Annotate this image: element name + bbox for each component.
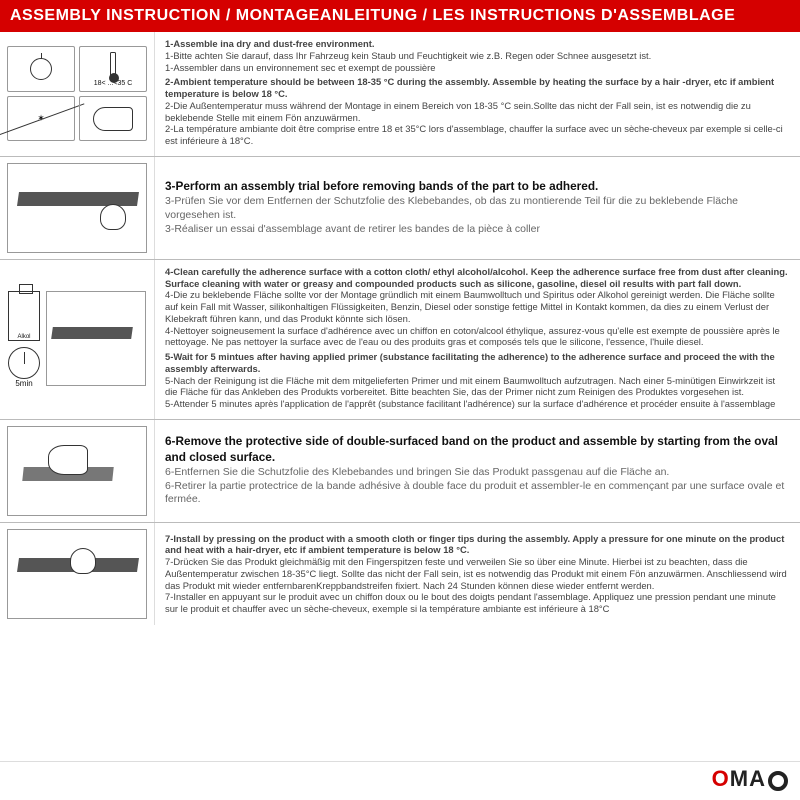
row-step-4-5: Alkol 5min 4-Clean carefully the adheren… — [0, 260, 800, 420]
step4-de: 4-Die zu beklebende Fläche sollte vor de… — [165, 289, 790, 324]
row-step-1-2: 18< ...<35 C ✶ 1-Assemble ina dry and du… — [0, 32, 800, 157]
step3-en: 3-Perform an assembly trial before remov… — [165, 179, 790, 195]
step6-fr: 6-Retirer la partie protectrice de la ba… — [165, 480, 790, 507]
step4-en: 4-Clean carefully the adherence surface … — [165, 266, 790, 290]
row-step-7: 7-Install by pressing on the product wit… — [0, 523, 800, 625]
step5-fr: 5-Attender 5 minutes après l'application… — [165, 398, 790, 410]
icon-remove-film — [0, 420, 155, 522]
step3-fr: 3-Réaliser un essai d'assemblage avant d… — [165, 223, 790, 237]
row-step-6: 6-Remove the protective side of double-s… — [0, 420, 800, 523]
no-dust-icon: ✶ — [7, 96, 75, 142]
step7-de: 7-Drücken Sie das Produkt gleichmäßig mi… — [165, 556, 790, 591]
alcohol-label: Alkol — [17, 334, 30, 340]
row-step-3: 3-Perform an assembly trial before remov… — [0, 157, 800, 260]
step1-fr: 1-Assembler dans un environnement sec et… — [165, 62, 790, 74]
thermometer-icon: 18< ...<35 C — [79, 46, 147, 92]
clock-icon — [8, 347, 40, 379]
step3-de: 3-Prüfen Sie vor dem Entfernen der Schut… — [165, 195, 790, 222]
step2-de: 2-Die Außentemperatur muss während der M… — [165, 100, 790, 124]
logo-red-o-icon: O — [712, 766, 730, 792]
icon-clean-primer: Alkol 5min — [0, 260, 155, 419]
step6-de: 6-Entfernen Sie die Schutzfolie des Kleb… — [165, 466, 790, 480]
sun-icon — [7, 46, 75, 92]
logo-ring-icon — [768, 771, 788, 791]
step6-en: 6-Remove the protective side of double-s… — [165, 434, 790, 466]
step2-fr: 2-La température ambiante doit être comp… — [165, 123, 790, 147]
step1-de: 1-Bitte achten Sie darauf, dass Ihr Fahr… — [165, 50, 790, 62]
clock-label: 5min — [8, 379, 40, 388]
step5-en: 5-Wait for 5 mintues after having applie… — [165, 351, 790, 375]
instruction-rows: 18< ...<35 C ✶ 1-Assemble ina dry and du… — [0, 32, 800, 761]
step5-de: 5-Nach der Reinigung ist die Fläche mit … — [165, 375, 790, 399]
icon-press-install — [0, 523, 155, 625]
logo-text: MA — [730, 766, 766, 792]
footer: OMA — [0, 761, 800, 800]
page: ASSEMBLY INSTRUCTION / MONTAGEANLEITUNG … — [0, 0, 800, 800]
step7-fr: 7-Installer en appuyant sur le produit a… — [165, 591, 790, 615]
step4-fr: 4-Nettoyer soigneusement la surface d'ad… — [165, 325, 790, 349]
omac-logo: OMA — [712, 766, 788, 792]
header-title: ASSEMBLY INSTRUCTION / MONTAGEANLEITUNG … — [0, 0, 800, 32]
icon-environment-temp: 18< ...<35 C ✶ — [0, 32, 155, 156]
clean-surface-icon — [46, 291, 146, 386]
step2-en: 2-Ambient temperature should be between … — [165, 76, 790, 100]
step1-en: 1-Assemble ina dry and dust-free environ… — [165, 38, 790, 50]
step7-en: 7-Install by pressing on the product wit… — [165, 533, 790, 557]
icon-trial-fit — [0, 157, 155, 259]
hairdryer-icon — [79, 96, 147, 142]
alcohol-bottle-icon: Alkol — [8, 291, 40, 341]
